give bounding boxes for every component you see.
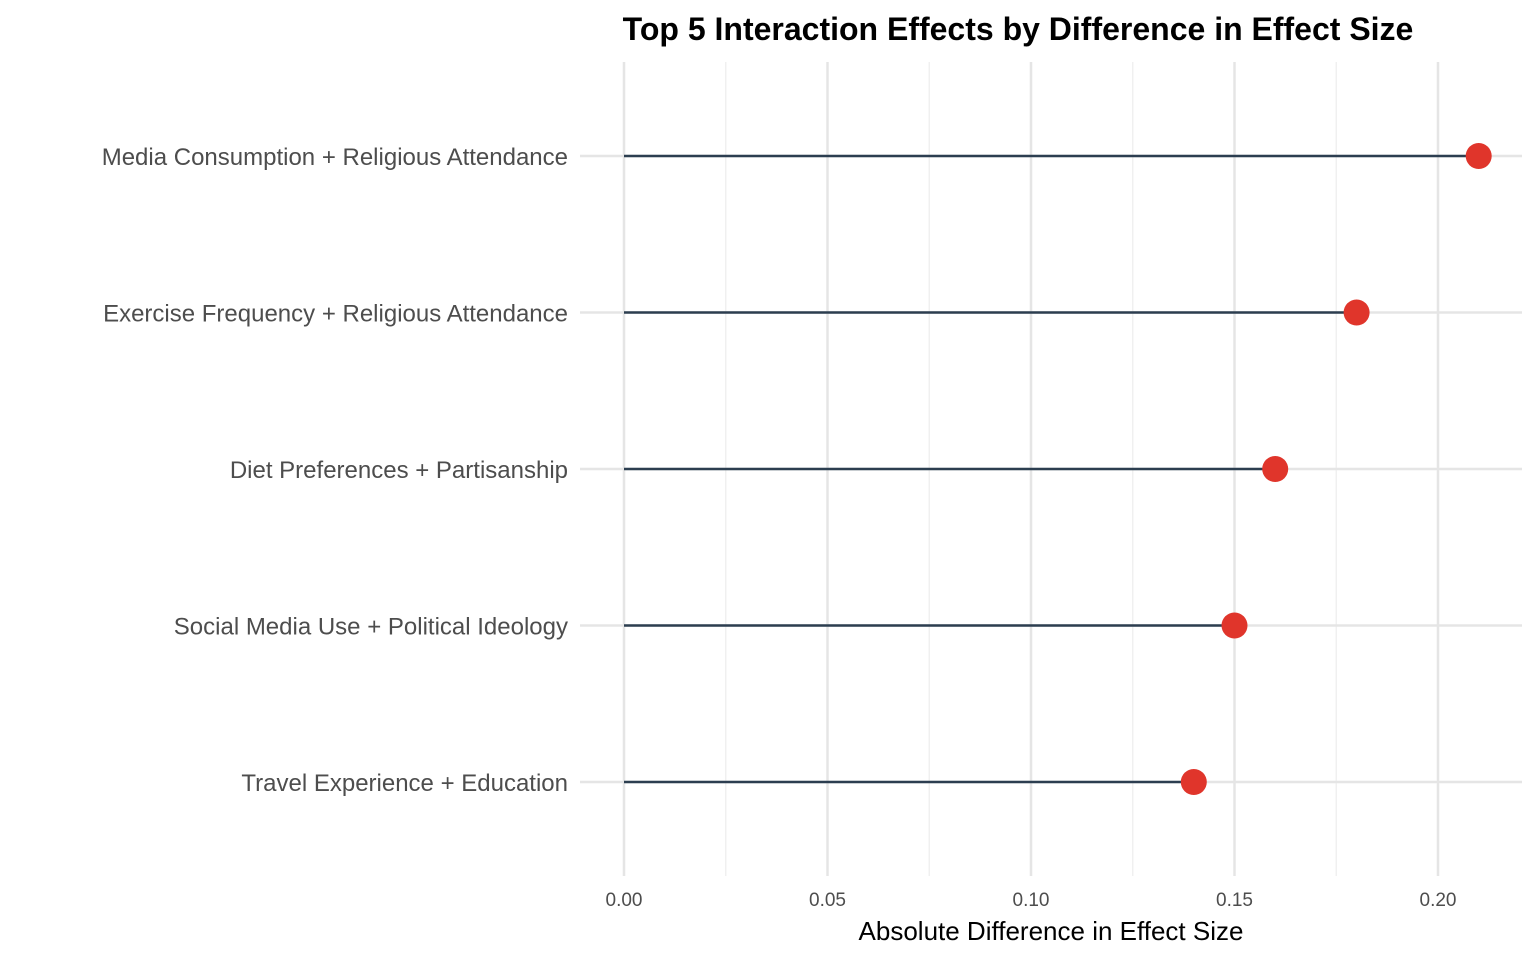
point-4 (1180, 769, 1207, 795)
point-0 (1465, 143, 1492, 169)
category-label-4: Travel Experience + Education (241, 770, 568, 797)
stems (624, 154, 1479, 784)
point-1 (1343, 299, 1370, 326)
point-2 (1262, 456, 1289, 482)
x-tick-label-0: 0.00 (606, 890, 643, 911)
category-label-3: Social Media Use + Political Ideology (174, 614, 568, 641)
chart-title: Top 5 Interaction Effects by Difference … (623, 11, 1414, 47)
x-axis-ticks: 0.00 0.05 0.10 0.15 0.20 (606, 890, 1457, 911)
x-tick-label-3: 0.15 (1216, 890, 1253, 911)
points (1180, 143, 1492, 795)
point-3 (1221, 612, 1248, 639)
category-label-2: Diet Preferences + Partisanship (230, 457, 568, 484)
category-label-0: Media Consumption + Religious Attendance (102, 144, 568, 171)
category-label-1: Exercise Frequency + Religious Attendanc… (103, 301, 568, 328)
category-labels: Media Consumption + Religious Attendance… (102, 144, 568, 797)
x-tick-label-4: 0.20 (1420, 890, 1457, 911)
x-axis-title: Absolute Difference in Effect Size (859, 916, 1244, 946)
x-tick-label-1: 0.05 (809, 890, 846, 911)
x-tick-label-2: 0.10 (1013, 890, 1050, 911)
